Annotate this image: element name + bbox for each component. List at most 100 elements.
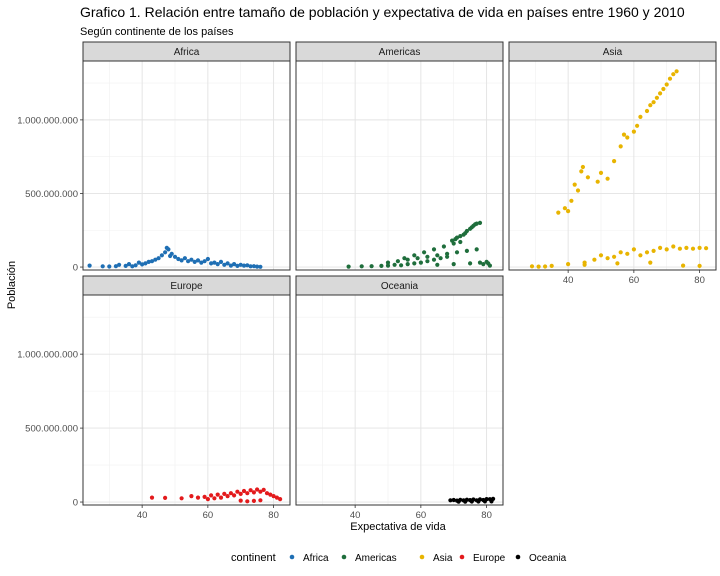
data-point [405,262,410,267]
data-point [179,496,184,501]
data-point [431,257,437,262]
data-point [482,499,487,504]
data-point [451,241,456,246]
data-point [209,261,214,266]
data-point [618,144,623,149]
data-point [566,262,571,267]
data-point [458,234,463,239]
data-point [186,259,191,264]
facet-strip-label: Africa [174,47,200,58]
legend-key [515,554,521,560]
data-point [238,262,243,267]
data-point [140,262,145,267]
data-point [228,263,233,268]
data-point [238,498,243,503]
data-point [113,264,118,269]
data-point [346,264,351,269]
data-point [425,259,430,264]
data-point [425,254,430,259]
data-point [454,250,460,255]
plot-area [83,295,290,505]
data-point [222,262,227,267]
data-point [245,263,250,268]
data-point [189,494,194,499]
data-point [199,260,204,265]
panel-border [508,60,717,271]
data-point [192,259,197,264]
data-point [549,263,554,268]
data-point [385,260,391,265]
y-tick-label: 1.000.000.000 [17,115,78,126]
plot-area [296,61,503,270]
data-point [100,264,105,269]
data-point [232,262,237,267]
facet-strip-label: Americas [379,47,421,58]
legend-item-africa: Africa [289,553,329,564]
data-point [612,254,617,259]
data-point [189,257,194,262]
legend-key [341,554,347,560]
panel-europe: Europe 0 500.000.000 1.000.000.000 40 60 80 [17,275,291,521]
data-point [176,256,181,262]
data-point [605,256,610,261]
data-point [422,250,427,255]
data-point [251,490,256,495]
data-point [251,498,256,503]
legend-key [419,554,425,560]
data-point [448,498,453,503]
data-point [681,263,686,268]
data-point [451,262,456,267]
data-point [654,95,660,100]
data-point [258,264,263,269]
data-point [612,159,617,164]
data-point [566,209,571,214]
data-point [369,264,374,269]
data-point [638,114,643,119]
data-point [156,256,161,261]
data-point [182,256,187,261]
data-point [87,263,92,268]
data-point [618,250,623,255]
data-point [163,495,168,500]
data-point [684,245,689,250]
panel-border [82,294,291,506]
data-point [195,495,201,500]
facet-strip-label: Asia [603,47,623,58]
data-point [274,495,279,500]
data-point [489,499,494,504]
x-tick-label: 60 [416,510,427,521]
data-point [412,253,417,258]
legend-label: Americas [355,553,397,564]
data-point [258,498,263,503]
data-point [271,494,276,499]
data-point [615,261,620,266]
data-point [195,258,201,263]
data-point [399,263,404,268]
data-point [631,129,637,134]
y-tick-label: 1.000.000.000 [17,350,78,361]
legend-key [459,554,465,560]
chart-title: Grafico 1. Relación entre tamaño de pobl… [80,4,685,20]
legend-key [289,554,295,560]
data-point [258,489,263,494]
data-point [474,221,479,226]
data-point [671,244,676,249]
data-point [172,254,178,259]
legend-item-americas: Americas [341,553,397,564]
data-point [123,263,128,268]
data-point [235,263,240,268]
legend-item-oceania: Oceania [515,553,567,564]
data-point [451,497,456,503]
data-point [464,248,469,253]
panel-africa: Africa 0 500.000.000 1.000.000.000 [17,41,291,274]
data-point [638,253,643,258]
y-tick-label: 0 [73,498,78,509]
data-point [359,264,364,269]
data-point [107,264,112,269]
data-point [232,493,237,498]
data-point [218,259,224,264]
data-point [575,188,581,193]
data-point [136,260,141,265]
data-point [690,246,696,251]
